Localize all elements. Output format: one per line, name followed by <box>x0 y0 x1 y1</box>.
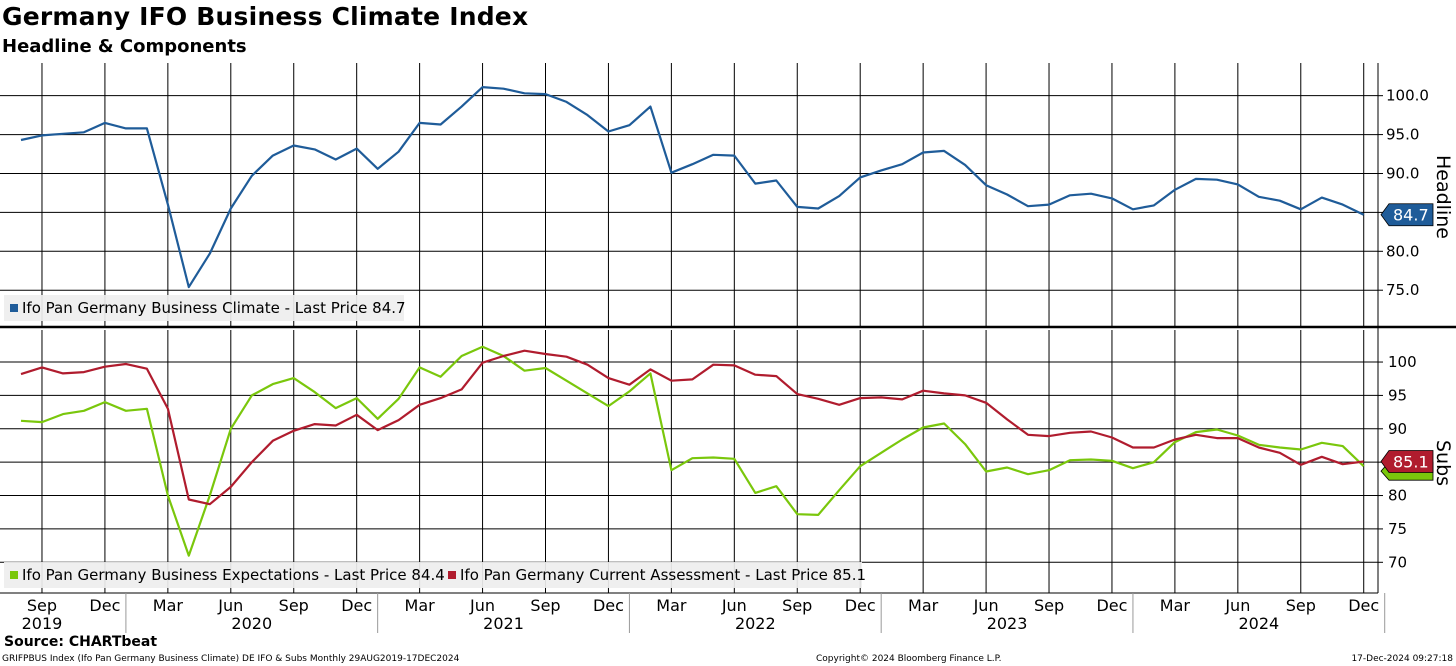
x-tick-label: Mar <box>908 596 939 615</box>
last-price-current-flag <box>1380 450 1434 473</box>
x-tick-label: Dec <box>593 596 624 615</box>
chart-title: Germany IFO Business Climate Index <box>2 2 529 31</box>
x-tick-label: Sep <box>27 596 57 615</box>
x-tick-label: Jun <box>1224 596 1250 615</box>
ticker-info: GRIFPBUS Index (Ifo Pan Germany Business… <box>2 654 460 664</box>
y-tick-label: 80 <box>1388 487 1407 505</box>
legend-label: Ifo Pan Germany Business Climate - Last … <box>22 299 406 317</box>
y-tick-label: 95.0 <box>1386 126 1419 144</box>
x-year-label: 2021 <box>483 614 524 633</box>
legend-bottom-box <box>4 562 862 588</box>
legend-swatch <box>448 571 456 579</box>
x-year-label: 2024 <box>1238 614 1279 633</box>
copyright-note: Copyright© 2024 Bloomberg Finance L.P. <box>816 654 1002 664</box>
x-tick-label: Dec <box>1096 596 1127 615</box>
x-tick-label: Jun <box>469 596 495 615</box>
x-tick-label: Jun <box>721 596 747 615</box>
x-tick-label: Sep <box>1286 596 1316 615</box>
legend-label: Ifo Pan Germany Current Assessment - Las… <box>460 566 866 584</box>
series-line-headline <box>20 85 1365 289</box>
y-axis-title-top: Headline <box>1432 155 1454 239</box>
x-tick-label: Sep <box>782 596 812 615</box>
x-year-label: 2023 <box>987 614 1028 633</box>
source-note: Source: CHARTbeat <box>4 634 158 650</box>
x-tick-label: Dec <box>341 596 372 615</box>
y-tick-label: 100 <box>1388 353 1417 371</box>
x-year-label: 2019 <box>22 614 63 633</box>
last-price-headline-flag <box>1380 203 1434 227</box>
y-tick-label: 75 <box>1388 520 1407 538</box>
x-tick-label: Mar <box>405 596 436 615</box>
x-year-label: 2020 <box>231 614 272 633</box>
series-line-current-assessment <box>20 349 1364 506</box>
x-tick-label: Mar <box>153 596 184 615</box>
x-tick-label: Mar <box>1160 596 1191 615</box>
legend-label: Ifo Pan Germany Business Expectations - … <box>22 566 445 584</box>
x-tick-label: Sep <box>530 596 560 615</box>
y-tick-label: 90.0 <box>1386 164 1419 182</box>
last-price-current-label: 85.1 <box>1393 453 1429 472</box>
timestamp: 17-Dec-2024 09:27:18 <box>1351 654 1453 664</box>
x-tick-label: Dec <box>89 596 120 615</box>
x-tick-label: Jun <box>217 596 243 615</box>
y-tick-label: 90 <box>1388 420 1407 438</box>
y-tick-label: 75.0 <box>1386 281 1419 299</box>
x-tick-label: Sep <box>1034 596 1064 615</box>
x-tick-label: Jun <box>973 596 999 615</box>
y-tick-label: 100.0 <box>1386 87 1429 105</box>
legend-top-box <box>4 295 404 321</box>
y-axis-title-bottom: Subs <box>1432 440 1454 486</box>
x-tick-label: Sep <box>279 596 309 615</box>
y-tick-label: 95 <box>1388 386 1407 404</box>
legend-swatch <box>10 571 18 579</box>
y-tick-label: 80.0 <box>1386 242 1419 260</box>
legend-swatch <box>10 304 18 312</box>
x-tick-label: Dec <box>1348 596 1379 615</box>
chart-subtitle: Headline & Components <box>2 36 247 57</box>
x-tick-label: Dec <box>845 596 876 615</box>
last-price-headline-label: 84.7 <box>1393 206 1429 225</box>
x-year-label: 2022 <box>735 614 776 633</box>
y-tick-label: 70 <box>1388 553 1407 571</box>
series-line-expectations <box>20 345 1365 557</box>
x-tick-label: Mar <box>656 596 687 615</box>
